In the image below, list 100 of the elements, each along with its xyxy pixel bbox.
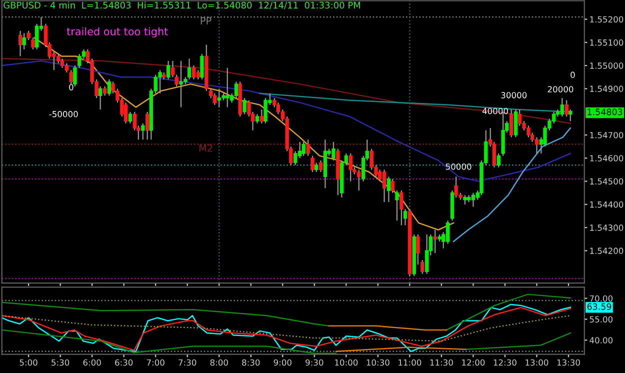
x-tick-label: 5:30	[52, 359, 70, 366]
candlestick	[18, 30, 22, 57]
annotation: 30000	[501, 92, 527, 98]
candlestick	[302, 141, 306, 156]
line-series	[2, 315, 572, 342]
annotation: 0	[69, 84, 74, 90]
candlestick	[26, 30, 30, 41]
candlestick	[390, 178, 394, 194]
candlestick	[255, 114, 260, 124]
y-tick-label: 1.54300	[590, 224, 624, 231]
candlestick	[568, 108, 572, 122]
candlestick	[234, 81, 238, 99]
y-tick-label: 55.00	[590, 316, 613, 323]
candlestick	[314, 162, 318, 173]
candlestick	[64, 62, 69, 74]
y-tick-label: 70.00	[590, 295, 613, 302]
candlestick	[31, 37, 35, 50]
candlestick	[124, 102, 128, 124]
candlestick	[386, 176, 391, 203]
y-tick-label: 1.54700	[590, 132, 624, 138]
candlestick	[78, 53, 82, 68]
x-tick-label: 12:00	[462, 359, 485, 366]
y-tick-label: 1.55100	[590, 39, 624, 46]
candlestick	[471, 192, 476, 208]
x-tick-label: 9:30	[306, 359, 324, 366]
y-tick-label: 1.54200	[590, 248, 624, 254]
candlestick	[560, 97, 564, 118]
candlestick	[348, 152, 352, 182]
candlestick	[433, 229, 437, 254]
annotation: 0	[570, 72, 575, 78]
candlestick	[260, 108, 264, 124]
candlestick	[424, 234, 429, 274]
y-tick-label: 1.55000	[590, 62, 624, 69]
candlestick	[187, 58, 192, 80]
candlestick	[310, 155, 314, 173]
ref-line-label: PP	[200, 17, 212, 24]
x-tick-label: 8:30	[242, 359, 260, 366]
candlestick	[395, 190, 399, 222]
candlestick	[128, 111, 132, 124]
candlestick	[534, 136, 539, 154]
x-tick-label: 6:00	[83, 359, 101, 366]
text: 63.59	[587, 303, 612, 310]
x-tick-label: 6:30	[115, 359, 133, 366]
candlestick	[212, 92, 217, 106]
x-tick-label: 7:30	[178, 359, 196, 366]
candlestick	[416, 234, 420, 266]
x-tick-label: 10:30	[366, 359, 390, 366]
ref-line-label: M2	[199, 144, 212, 152]
candlestick	[276, 102, 280, 115]
x-tick-label: 13:30	[557, 359, 580, 366]
y-tick-label: 1.54600	[590, 155, 624, 162]
x-tick-label: 8:00	[210, 359, 228, 366]
annotation: trailed out too tight	[66, 27, 168, 38]
candlestick	[141, 122, 145, 140]
candlestick	[400, 190, 404, 226]
candlestick	[192, 64, 196, 80]
candlestick	[200, 53, 204, 80]
candlestick	[60, 58, 64, 68]
annotation: 40000	[482, 108, 508, 114]
x-tick-label: 10:00	[335, 359, 358, 366]
candlestick	[298, 141, 302, 159]
candlestick	[107, 78, 112, 96]
candlestick	[158, 70, 162, 94]
candlestick	[166, 60, 170, 80]
x-tick-label: 13:00	[526, 359, 548, 366]
candlestick	[446, 220, 450, 244]
candlestick	[420, 259, 424, 274]
candlestick	[306, 139, 310, 156]
candlestick	[463, 194, 467, 205]
annotation: 20000	[548, 86, 574, 92]
x-tick-label: 11:30	[430, 359, 453, 366]
x-tick-label: 7:00	[146, 359, 164, 366]
x-tick-label: 12:30	[494, 359, 516, 366]
candlestick	[496, 152, 500, 168]
candlestick	[69, 70, 73, 85]
y-tick-label: 1.54400	[590, 201, 624, 208]
candlestick	[564, 100, 568, 118]
candlestick	[226, 67, 230, 108]
annotation: 50000	[446, 163, 472, 170]
candlestick	[294, 150, 298, 166]
candlestick	[145, 111, 150, 140]
chart-title: GBPUSD - 4 min L=1.54803 Hi=1.55311 Lo=1.54080 12/14/11 01:33:00 PM	[4, 2, 360, 10]
x-tick-label: 5:00	[20, 359, 38, 366]
candlestick	[98, 86, 102, 110]
y-tick-label: 40.00	[590, 337, 613, 344]
line-series	[2, 60, 572, 182]
candlestick	[73, 64, 77, 87]
candlestick	[509, 108, 514, 138]
candlestick	[102, 86, 107, 96]
candlestick	[514, 108, 518, 138]
candlestick	[34, 23, 39, 50]
x-tick-label: 11:00	[398, 359, 422, 366]
candlestick	[382, 169, 386, 203]
y-tick-label: 1.55200	[590, 16, 624, 23]
candlestick	[22, 32, 26, 50]
x-tick-label: 9:00	[274, 359, 292, 366]
annotation: -50000	[49, 110, 78, 118]
candlestick	[242, 97, 246, 115]
y-tick-label: 1.54900	[590, 86, 624, 92]
candlestick	[196, 70, 200, 80]
